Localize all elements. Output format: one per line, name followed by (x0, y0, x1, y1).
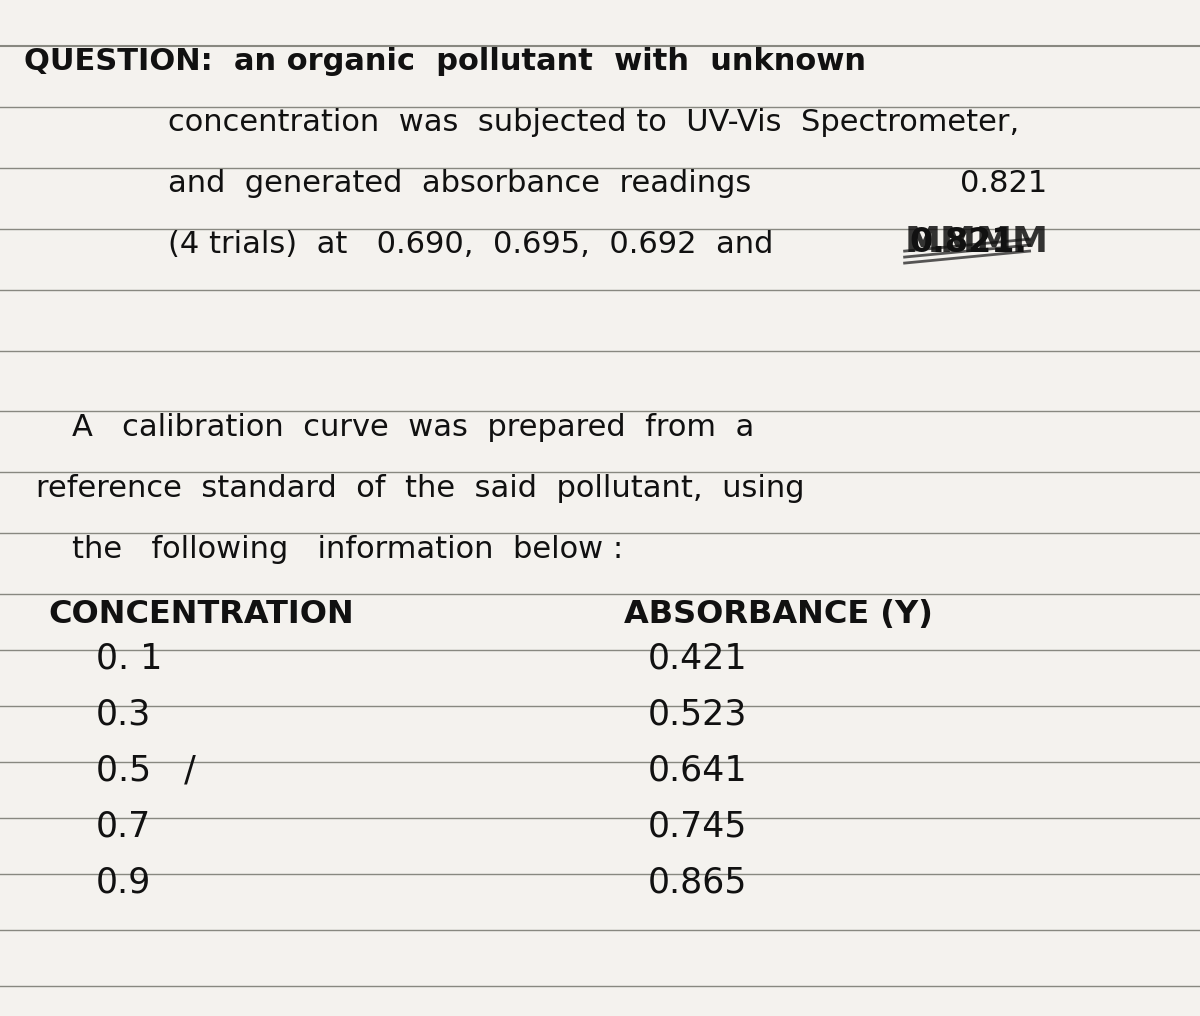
Text: the   following   information  below :: the following information below : (72, 534, 623, 564)
Text: A   calibration  curve  was  prepared  from  a: A calibration curve was prepared from a (72, 412, 755, 442)
Text: 0.821: 0.821 (960, 169, 1048, 198)
Text: ABSORBANCE (Y): ABSORBANCE (Y) (624, 598, 932, 630)
Text: 0.523: 0.523 (648, 698, 748, 732)
Text: 0. 1: 0. 1 (96, 642, 162, 676)
Text: reference  standard  of  the  said  pollutant,  using: reference standard of the said pollutant… (36, 473, 804, 503)
Text: and  generated  absorbance  readings: and generated absorbance readings (168, 169, 751, 198)
Text: concentration  was  subjected to  UV-Vis  Spectrometer,: concentration was subjected to UV-Vis Sp… (168, 108, 1019, 137)
Text: 0.865: 0.865 (648, 866, 748, 899)
Text: QUESTION:  an organic  pollutant  with  unknown: QUESTION: an organic pollutant with unkn… (24, 47, 866, 76)
Text: 0.421: 0.421 (648, 642, 748, 676)
Text: CONCENTRATION: CONCENTRATION (48, 598, 354, 630)
Text: 0.9: 0.9 (96, 866, 151, 899)
Text: 0.821.: 0.821. (910, 227, 1027, 259)
Text: 0.5   /: 0.5 / (96, 754, 196, 787)
Text: (4 trials)  at   0.690,  0.695,  0.692  and: (4 trials) at 0.690, 0.695, 0.692 and (168, 230, 773, 259)
Text: MMMM: MMMM (905, 226, 1049, 259)
Text: 0.641: 0.641 (648, 754, 748, 787)
Text: 0.3: 0.3 (96, 698, 151, 732)
Text: 0.7: 0.7 (96, 810, 151, 843)
Text: 0.745: 0.745 (648, 810, 748, 843)
